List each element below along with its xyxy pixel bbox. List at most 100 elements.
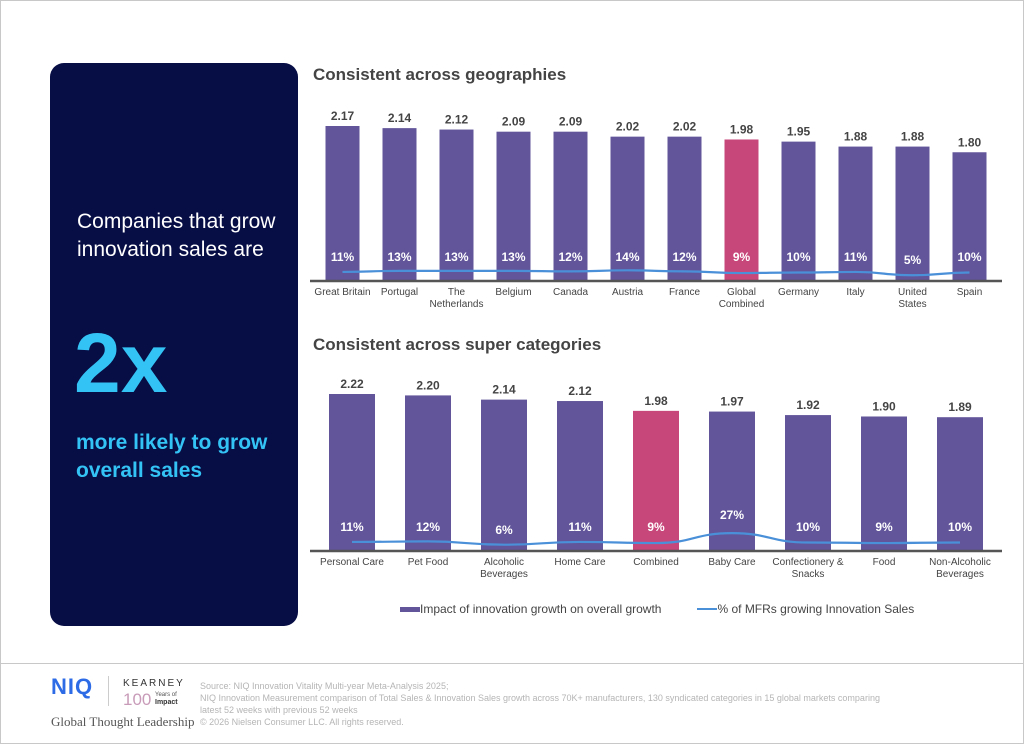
bar (557, 401, 603, 550)
category-label: Italy (846, 287, 864, 298)
line-value-label: 10% (796, 520, 820, 534)
line-value-label: 13% (501, 250, 525, 264)
bar-value-label: 2.02 (673, 120, 697, 134)
bar (861, 416, 907, 550)
category-label: Beverages (936, 569, 984, 580)
line-value-label: 11% (844, 250, 868, 264)
bar-value-label: 2.09 (502, 115, 526, 129)
bar (405, 395, 451, 550)
bar (724, 139, 759, 280)
category-label: Combined (719, 299, 765, 310)
line-value-label: 9% (733, 250, 751, 264)
category-label: Confectionery & (772, 557, 843, 568)
bar-value-label: 1.98 (730, 122, 754, 136)
years-of-text: Years of (155, 692, 177, 698)
bar (709, 411, 755, 550)
category-label: Global (727, 287, 756, 298)
category-label: Pet Food (408, 557, 449, 568)
category-label: Spain (957, 287, 983, 298)
bar (785, 415, 831, 550)
line-value-label: 11% (568, 520, 592, 534)
geographies-chart: 2.17 11% Great Britain 2.14 13% Portugal 2.12 1… (310, 109, 1002, 310)
bar-value-label: 1.90 (872, 399, 896, 413)
source-line: © 2026 Nielsen Consumer LLC. All rights … (200, 717, 404, 727)
bar-value-label: 2.12 (568, 384, 592, 398)
bar-value-label: 2.12 (445, 113, 469, 127)
headline-panel: Companies that grow innovation sales are… (50, 63, 298, 626)
bar (481, 399, 527, 550)
line-value-label: 5% (904, 253, 922, 267)
source-note: Source: NIQ Innovation Vitality Multi-ye… (200, 680, 980, 728)
category-label: United (898, 287, 927, 298)
niq-logo: NIQ (51, 674, 94, 699)
bar-value-label: 1.80 (958, 135, 982, 149)
bar-value-label: 1.89 (948, 400, 972, 414)
bar (895, 146, 930, 280)
line-value-label: 10% (786, 250, 810, 264)
bar (439, 129, 474, 280)
category-label: Great Britain (314, 287, 370, 298)
bar (325, 126, 360, 280)
chart-title-geographies: Consistent across geographies (313, 65, 567, 84)
line-value-label: 11% (331, 250, 355, 264)
category-label: States (898, 299, 926, 310)
bar (937, 417, 983, 550)
line-value-label: 14% (615, 250, 639, 264)
bar (496, 131, 531, 280)
bar-value-label: 2.20 (416, 378, 440, 392)
chart-legend: Impact of innovation growth on overall g… (400, 601, 914, 617)
legend-line-label: % of MFRs growing Innovation Sales (717, 602, 915, 616)
legend-bar-label: Impact of innovation growth on overall g… (420, 602, 662, 616)
line-value-label: 9% (875, 520, 893, 534)
bar (633, 410, 679, 550)
bar-value-label: 2.14 (388, 111, 412, 125)
percent-mfrs-line (351, 532, 961, 546)
percent-mfrs-line (342, 269, 970, 277)
legend-bar-swatch (400, 606, 420, 612)
line-value-label: 27% (720, 508, 744, 522)
line-value-label: 13% (444, 250, 468, 264)
bar-value-label: 1.88 (901, 130, 925, 144)
kearney-logo: KEARNEY (123, 678, 185, 689)
bar-value-label: 2.17 (331, 109, 355, 123)
category-label: Beverages (480, 569, 528, 580)
bar (382, 128, 417, 280)
line-value-label: 10% (948, 520, 972, 534)
bar-value-label: 1.97 (720, 395, 744, 409)
bar (553, 131, 588, 280)
headline-multiplier: 2x (74, 316, 168, 410)
source-line: latest 52 weeks with previous 52 weeks (200, 705, 358, 715)
category-label: Belgium (495, 287, 531, 298)
category-label: Netherlands (430, 299, 484, 310)
source-line: Source: NIQ Innovation Vitality Multi-ye… (200, 681, 449, 691)
global-thought-leadership: Global Thought Leadership (51, 714, 195, 729)
category-label: Baby Care (708, 557, 756, 568)
hundred-years-number: 100 (123, 690, 152, 709)
bar-value-label: 2.09 (559, 115, 583, 129)
chart-title-super-categories: Consistent across super categories (313, 335, 602, 354)
line-value-label: 13% (387, 250, 411, 264)
category-label: Germany (778, 287, 819, 298)
line-value-label: 6% (495, 523, 513, 537)
category-label: Non-Alcoholic (929, 557, 991, 568)
bar-value-label: 1.88 (844, 130, 868, 144)
category-label: Canada (553, 287, 588, 298)
line-value-label: 10% (957, 250, 981, 264)
bar (838, 146, 873, 280)
category-label: Home Care (554, 557, 606, 568)
bar (781, 141, 816, 280)
category-label: Alcoholic (484, 557, 524, 568)
category-label: Personal Care (320, 557, 384, 568)
category-label: Snacks (792, 569, 825, 580)
source-line: NIQ Innovation Measurement comparison of… (200, 693, 880, 703)
bar-value-label: 1.95 (787, 125, 811, 139)
category-label: The (448, 287, 466, 298)
super-categories-chart: 2.22 11% Personal Care 2.20 12% Pet Food 2.14 6… (310, 377, 1002, 580)
bar-value-label: 1.98 (644, 394, 668, 408)
line-value-label: 12% (416, 520, 440, 534)
logo-divider (108, 676, 109, 706)
category-label: France (669, 287, 701, 298)
category-label: Portugal (381, 287, 418, 298)
bar (952, 152, 987, 280)
headline-lead-text: Companies that grow innovation sales are (77, 210, 276, 261)
